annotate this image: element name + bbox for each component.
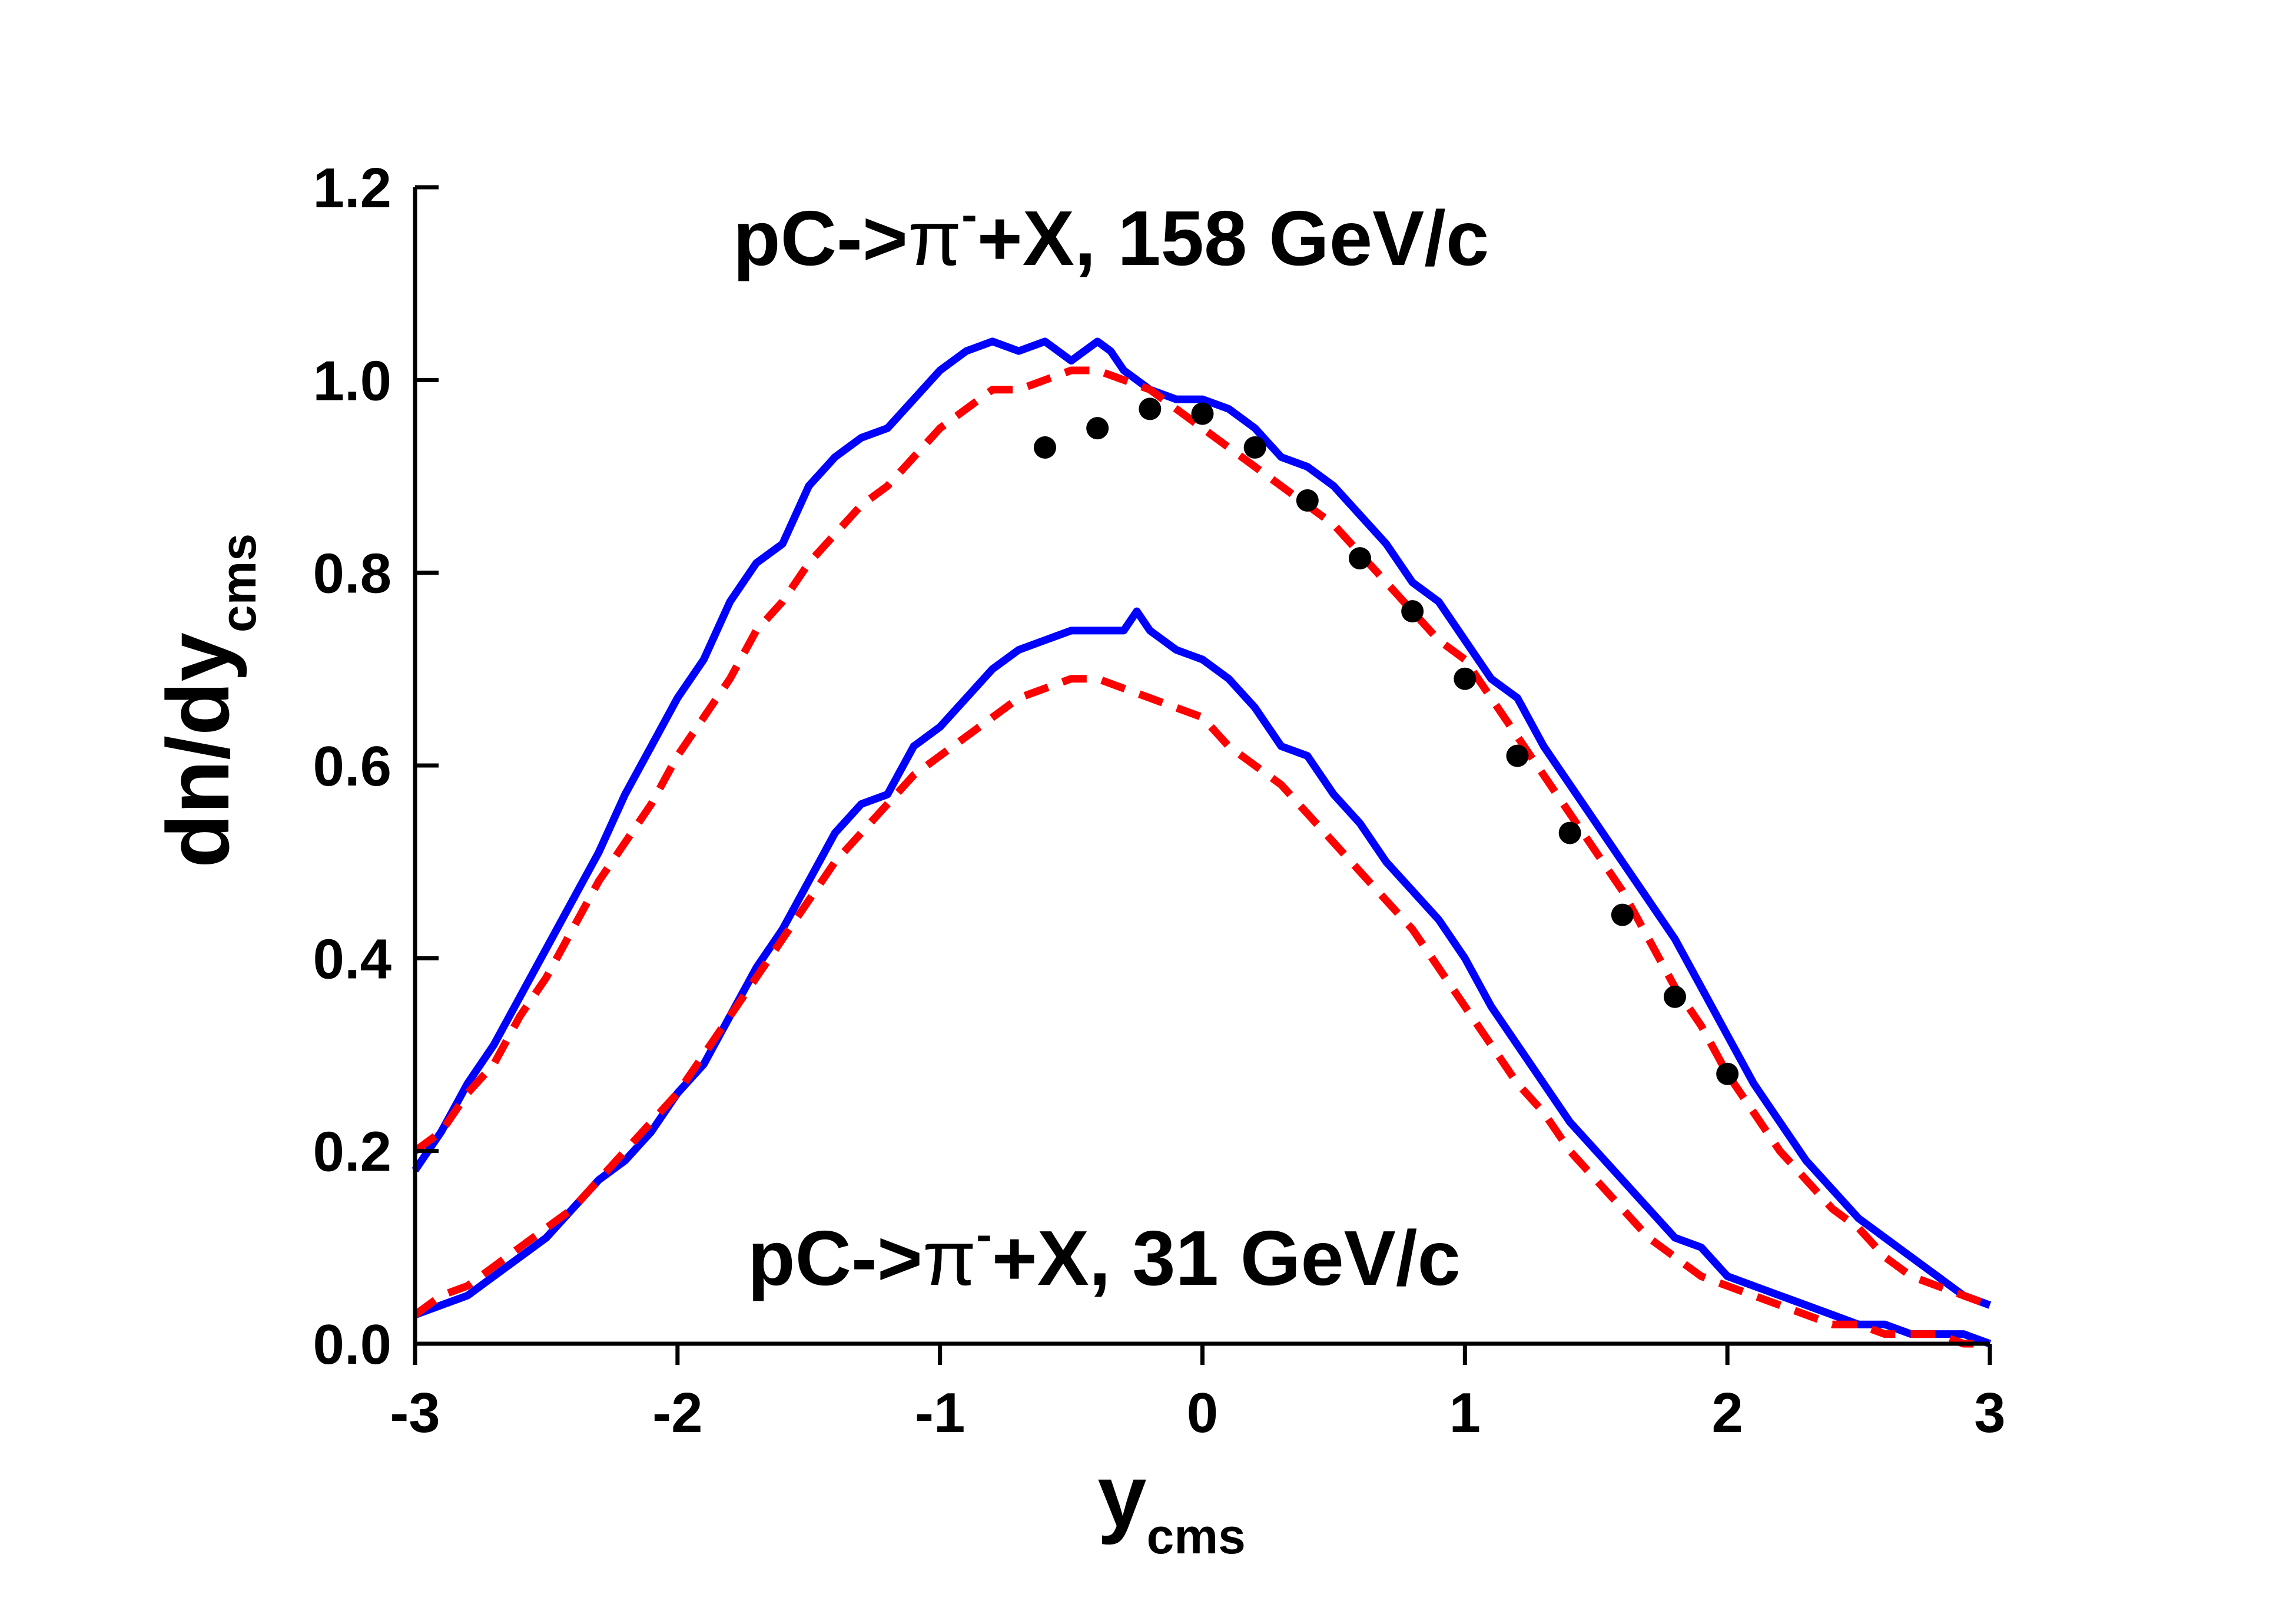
data-point [1664, 985, 1686, 1008]
x-tick-label: -3 [390, 1381, 440, 1444]
data-point [1243, 436, 1266, 459]
y-tick-label: 0.2 [313, 1121, 391, 1184]
data-point [1191, 402, 1214, 425]
series-line-solid-2 [413, 607, 1992, 1348]
annotation-lower: pC->π-+X, 31 GeV/c [748, 1208, 1461, 1301]
x-tick-label: -2 [652, 1381, 702, 1444]
data-point [1716, 1062, 1739, 1085]
y-tick-label: 0.6 [313, 735, 391, 798]
series-line-solid-0 [412, 337, 1992, 1309]
y-tick-label: 1.0 [313, 349, 391, 412]
data-point [1086, 417, 1109, 440]
data-point [1401, 600, 1424, 623]
data-point [1506, 744, 1529, 767]
data-point [1349, 547, 1371, 570]
y-ticks: 0.0 0.2 0.4 0.6 0.8 1.0 1.2 [313, 157, 439, 1376]
x-tick-label: 1 [1449, 1381, 1481, 1444]
data-point [1139, 397, 1162, 420]
series-layer [412, 337, 1992, 1348]
x-ticks: -3 -2 -1 0 1 2 3 [390, 1344, 2006, 1444]
annotation-upper: pC->π-+X, 158 GeV/c [733, 188, 1489, 281]
data-point [1296, 489, 1319, 512]
data-point [1558, 821, 1581, 844]
y-tick-label: 0.4 [313, 927, 391, 990]
x-tick-label: 0 [1187, 1381, 1218, 1444]
data-point [1611, 903, 1634, 926]
series-line-dashed-3 [413, 675, 1990, 1348]
x-tick-label: 3 [1974, 1381, 2005, 1444]
x-tick-label: -1 [915, 1381, 965, 1444]
x-axis-label: ycms [1097, 1446, 1246, 1564]
data-point [1034, 436, 1056, 459]
data-point [1454, 667, 1477, 690]
y-tick-label: 0.0 [313, 1313, 391, 1376]
y-tick-label: 0.8 [313, 542, 391, 605]
y-axis-label: dn/dycms [148, 533, 266, 868]
y-tick-label: 1.2 [313, 157, 391, 220]
x-tick-label: 2 [1711, 1381, 1743, 1444]
